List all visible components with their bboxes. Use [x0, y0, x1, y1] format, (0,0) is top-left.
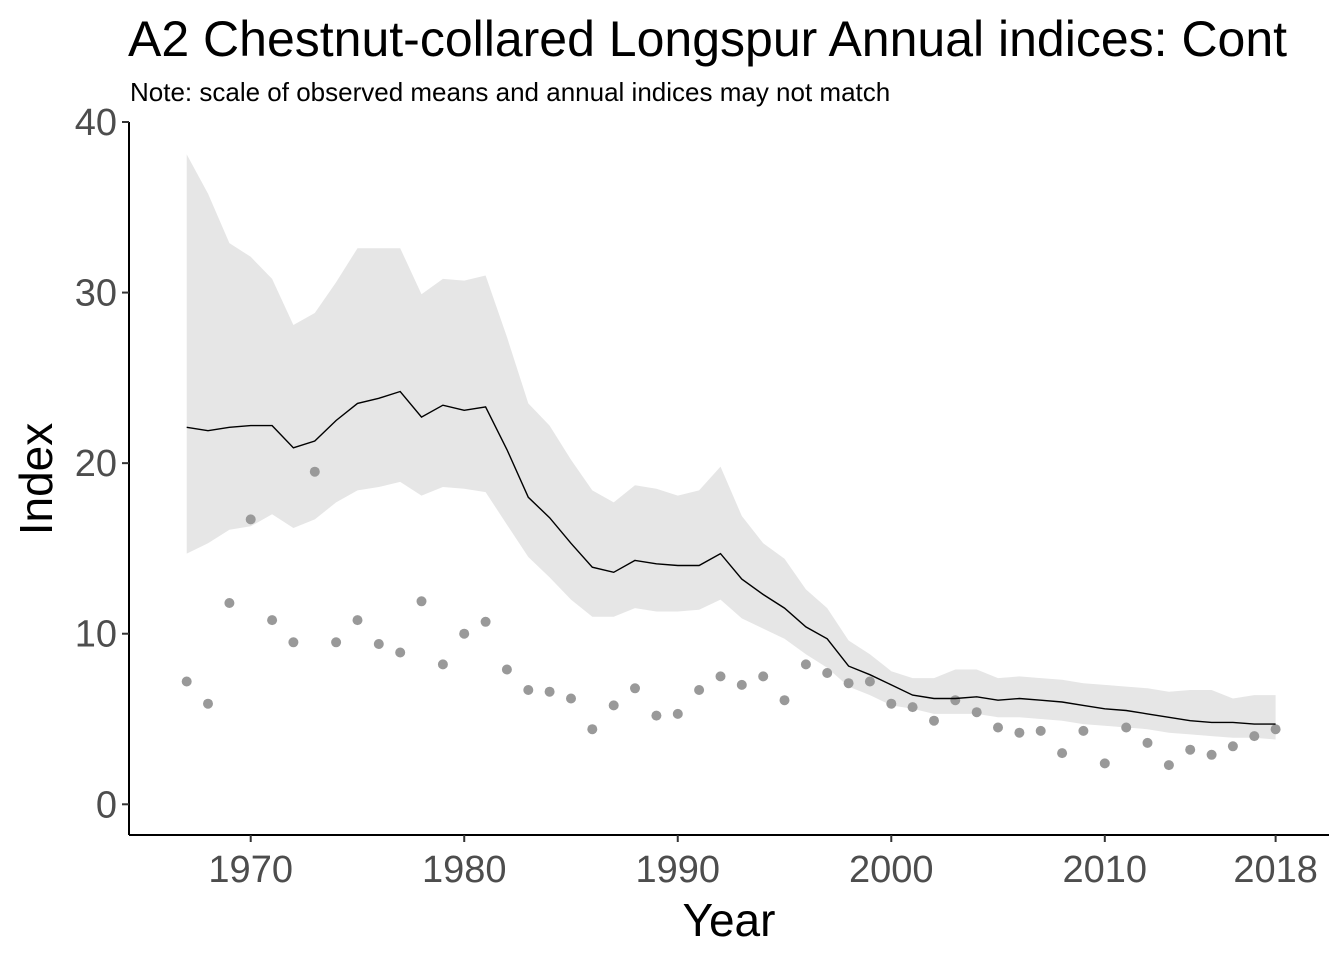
observed-mean-point [843, 678, 854, 689]
observed-mean-point [971, 707, 982, 718]
observed-mean-point [886, 698, 897, 709]
y-axis-title: Index [10, 423, 62, 536]
observed-mean-point [203, 698, 213, 709]
observed-mean-point [993, 722, 1003, 733]
observed-mean-point [608, 700, 619, 711]
axes: 0 10 20 30 40 1970 1980 1990 2000 2010 2018 [75, 102, 1329, 891]
chart-subtitle: Note: scale of observed means and annual… [130, 77, 890, 107]
observed-mean-point [587, 724, 598, 735]
observed-mean-point [907, 702, 918, 713]
observed-mean-point [288, 637, 299, 648]
x-axis-title: Year [683, 894, 776, 946]
observed-mean-point [1270, 724, 1281, 735]
x-tick-label: 2010 [1063, 849, 1148, 891]
y-tick-label: 20 [75, 443, 117, 485]
observed-mean-point [544, 686, 555, 697]
observed-mean-point [459, 628, 470, 639]
observed-mean-point [267, 615, 278, 626]
observed-mean-point [1014, 727, 1025, 738]
y-tick-label: 10 [75, 614, 117, 656]
observed-mean-point [395, 647, 406, 658]
observed-mean-point [480, 616, 491, 627]
observed-mean-point [1057, 748, 1068, 759]
observed-mean-point [1099, 758, 1110, 769]
observed-mean-point [245, 514, 256, 525]
observed-mean-point [651, 710, 662, 721]
observed-mean-point [864, 676, 875, 687]
observed-mean-point [929, 715, 939, 726]
x-tick-label: 1990 [635, 849, 720, 891]
observed-mean-point [352, 615, 363, 626]
y-tick-label: 30 [75, 273, 117, 315]
observed-mean-point [1163, 760, 1174, 771]
observed-mean-point [224, 598, 235, 608]
observed-mean-point [672, 708, 683, 719]
observed-mean-point [758, 671, 769, 682]
observed-mean-point [822, 668, 833, 678]
observed-mean-point [437, 659, 448, 670]
x-tick-label: 2018 [1233, 849, 1318, 891]
x-tick-label: 2000 [849, 849, 934, 891]
observed-mean-point [1035, 725, 1046, 736]
x-tick-label: 1970 [208, 849, 293, 891]
observed-mean-point [1185, 744, 1196, 755]
observed-mean-point [1227, 741, 1238, 752]
plot-area [181, 154, 1281, 771]
observed-mean-point [630, 683, 640, 694]
observed-mean-point [309, 466, 320, 477]
observed-mean-point [800, 659, 811, 670]
observed-mean-point [736, 679, 747, 690]
chart-title: A2 Chestnut-collared Longspur Annual ind… [128, 11, 1287, 67]
observed-mean-point [523, 685, 534, 695]
credible-interval-ribbon [186, 154, 1276, 740]
y-tick-label: 0 [96, 784, 117, 826]
annual-index-line [186, 390, 1276, 725]
y-tick-label: 40 [75, 102, 117, 144]
x-tick-label: 1980 [422, 849, 507, 891]
observed-mean-point [1078, 725, 1089, 736]
observed-mean-point [501, 664, 512, 675]
observed-mean-point [1121, 722, 1132, 733]
observed-mean-point [779, 695, 790, 706]
observed-mean-point [1142, 737, 1153, 748]
observed-mean-point [715, 671, 726, 682]
observed-mean-point [694, 685, 705, 695]
observed-mean-point [950, 695, 961, 706]
observed-mean-point [1249, 731, 1260, 742]
observed-mean-point [1206, 749, 1217, 760]
observed-mean-point [416, 596, 427, 607]
observed-mean-point [331, 637, 342, 648]
observed-mean-point [566, 693, 576, 704]
observed-mean-point [373, 639, 384, 649]
observed-mean-point [181, 676, 192, 687]
